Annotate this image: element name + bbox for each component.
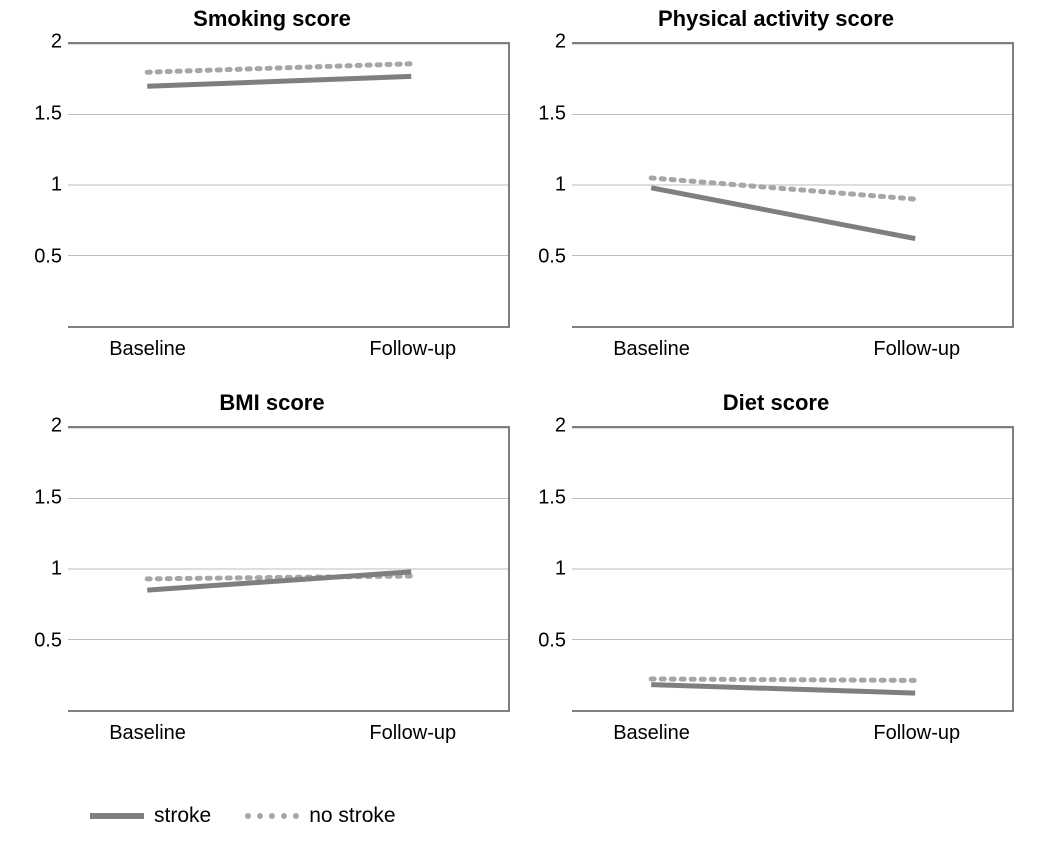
ytick-label: 1.5	[22, 486, 62, 509]
xtick-label: Baseline	[613, 338, 690, 361]
legend: stroke no stroke	[90, 804, 396, 828]
ytick-label: 1	[526, 558, 566, 581]
ytick-label: 2	[22, 415, 62, 438]
legend-swatch-stroke	[90, 813, 144, 819]
ytick-label: 1.5	[22, 102, 62, 125]
series-no_stroke	[147, 64, 411, 72]
series-stroke	[651, 685, 915, 693]
ytick-label: 2	[526, 415, 566, 438]
panel-physical: Physical activity score 0.5 1 1.5 2 Baseline F…	[528, 0, 1024, 376]
panel-grid: Smoking score0.511.52BaselineFollow-upPh…	[24, 0, 1024, 760]
panel-smoking: Smoking score 0.5 1 1.5 2 Baseline Follow-up	[24, 0, 520, 376]
xtick-label: Follow-up	[369, 722, 456, 745]
legend-label-stroke: stroke	[154, 804, 211, 828]
ytick-label: 1.5	[526, 486, 566, 509]
plot-area	[572, 426, 1014, 712]
series-stroke	[147, 572, 411, 590]
ytick-label: 2	[22, 31, 62, 54]
plot-area	[68, 426, 510, 712]
legend-item-stroke: stroke	[90, 804, 211, 828]
xtick-label: Follow-up	[369, 338, 456, 361]
legend-item-no-stroke: no stroke	[245, 804, 395, 828]
legend-swatch-no-stroke	[245, 813, 299, 819]
xtick-label: Follow-up	[873, 338, 960, 361]
xtick-label: Baseline	[109, 722, 186, 745]
panel-title: Diet score	[528, 390, 1024, 416]
xtick-label: Baseline	[109, 338, 186, 361]
panel-bmi: BMI score 0.5 1 1.5 2 Baseline Follow-up	[24, 384, 520, 760]
ytick-label: 1	[22, 174, 62, 197]
panel-diet: Diet score 0.5 1 1.5 2 Baseline Follow-up	[528, 384, 1024, 760]
xtick-label: Follow-up	[873, 722, 960, 745]
figure-root: Smoking score0.511.52BaselineFollow-upPh…	[0, 0, 1050, 842]
ytick-label: 0.5	[22, 629, 62, 652]
series-stroke	[147, 76, 411, 86]
panel-title: Physical activity score	[528, 6, 1024, 32]
ytick-label: 1.5	[526, 102, 566, 125]
panel-title: BMI score	[24, 390, 520, 416]
ytick-label: 1	[22, 558, 62, 581]
plot-area	[572, 42, 1014, 328]
ytick-label: 1	[526, 174, 566, 197]
ytick-label: 0.5	[526, 629, 566, 652]
legend-label-no-stroke: no stroke	[309, 804, 395, 828]
plot-area	[68, 42, 510, 328]
series-no_stroke	[651, 679, 915, 680]
ytick-label: 0.5	[22, 245, 62, 268]
panel-title: Smoking score	[24, 6, 520, 32]
ytick-label: 0.5	[526, 245, 566, 268]
xtick-label: Baseline	[613, 722, 690, 745]
ytick-label: 2	[526, 31, 566, 54]
